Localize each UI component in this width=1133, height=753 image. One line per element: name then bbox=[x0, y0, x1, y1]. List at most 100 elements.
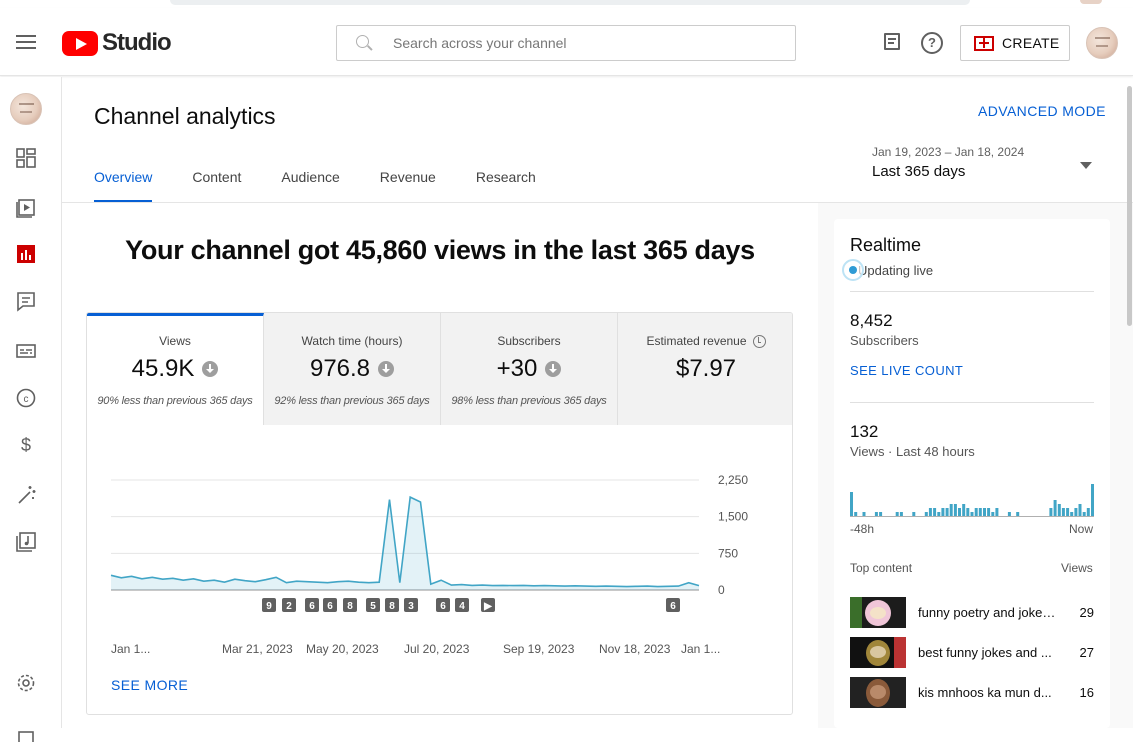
down-icon bbox=[202, 361, 219, 377]
search-input[interactable] bbox=[393, 35, 773, 51]
realtime-bar bbox=[966, 508, 970, 516]
realtime-divider bbox=[850, 402, 1094, 403]
menu-icon[interactable] bbox=[16, 35, 36, 49]
top-content-label: Top content bbox=[850, 561, 913, 575]
metric-revenue[interactable]: Estimated revenue $7.97 bbox=[618, 313, 792, 425]
video-thumbnail bbox=[850, 596, 906, 628]
video-marker-label: 2 bbox=[286, 601, 292, 612]
tab-revenue[interactable]: Revenue bbox=[379, 169, 436, 185]
realtime-bar bbox=[933, 508, 937, 516]
tab-audience[interactable]: Audience bbox=[281, 169, 340, 185]
metric-label: Subscribers bbox=[497, 334, 561, 348]
video-title: kis mnhoos ka mun d... bbox=[918, 684, 1052, 700]
realtime-bar bbox=[958, 508, 961, 516]
dashboard-icon[interactable] bbox=[0, 136, 52, 180]
content-icon[interactable] bbox=[0, 185, 52, 229]
dropdown-arrow-icon bbox=[1080, 162, 1092, 169]
realtime-bar bbox=[995, 508, 999, 516]
top-header: Studio ? CREATE bbox=[0, 8, 1133, 76]
realtime-divider bbox=[850, 291, 1094, 292]
create-video-icon bbox=[974, 35, 994, 51]
video-marker-label: 9 bbox=[266, 601, 272, 612]
metric-subscribers[interactable]: Subscribers +30 98% less than previous 3… bbox=[441, 313, 618, 425]
video-marker bbox=[385, 598, 399, 612]
analytics-tabs: Overview Content Audience Revenue Resear… bbox=[94, 157, 576, 203]
tab-content[interactable]: Content bbox=[192, 169, 242, 185]
metric-compare: 90% less than previous 365 days bbox=[97, 395, 253, 407]
account-avatar[interactable] bbox=[1086, 27, 1118, 59]
realtime-bar bbox=[874, 512, 878, 516]
see-live-count-link[interactable]: SEE LIVE COUNT bbox=[850, 363, 964, 378]
top-content-row[interactable]: kis mnhoos ka mun d... 16 bbox=[850, 676, 1094, 708]
y-tick-label: 1,500 bbox=[718, 510, 748, 524]
metric-label: Views bbox=[159, 334, 191, 348]
video-marker-label: 8 bbox=[347, 601, 353, 612]
down-icon bbox=[545, 361, 562, 377]
realtime-bar bbox=[962, 504, 966, 516]
video-marker bbox=[455, 598, 469, 612]
audio-library-icon[interactable] bbox=[0, 520, 52, 564]
search-box[interactable] bbox=[336, 25, 796, 61]
realtime-bar bbox=[978, 508, 982, 516]
realtime-bar bbox=[1082, 512, 1086, 516]
video-marker bbox=[666, 598, 680, 612]
y-tick-label: 750 bbox=[718, 546, 738, 560]
video-marker bbox=[436, 598, 450, 612]
realtime-bar bbox=[1053, 500, 1057, 516]
metric-label: Estimated revenue bbox=[646, 334, 747, 348]
realtime-bar-chart[interactable] bbox=[850, 471, 1094, 517]
realtime-axis-end: Now bbox=[1069, 522, 1094, 536]
analytics-icon[interactable] bbox=[0, 232, 52, 276]
feedback-nav-icon[interactable] bbox=[0, 709, 52, 753]
video-marker-label: 8 bbox=[389, 601, 395, 612]
comments-icon[interactable] bbox=[0, 279, 52, 323]
earn-icon[interactable]: $ bbox=[0, 423, 52, 467]
metric-views[interactable]: Views 45.9K 90% less than previous 365 d… bbox=[87, 313, 264, 425]
realtime-bar bbox=[899, 512, 903, 516]
info-icon[interactable] bbox=[752, 335, 766, 349]
advanced-mode-link[interactable]: ADVANCED MODE bbox=[978, 103, 1106, 119]
realtime-bar bbox=[1070, 512, 1074, 516]
top-content-row[interactable]: funny poetry and jokes... 29 bbox=[850, 596, 1094, 628]
realtime-bar bbox=[937, 512, 941, 516]
settings-icon[interactable] bbox=[0, 661, 52, 705]
subtitles-icon[interactable] bbox=[0, 329, 52, 373]
metric-value: $7.97 bbox=[675, 355, 737, 383]
page-scrollbar[interactable] bbox=[1127, 86, 1132, 326]
video-marker bbox=[343, 598, 357, 612]
date-range-picker[interactable]: Jan 19, 2023 – Jan 18, 2024 Last 365 day… bbox=[872, 145, 1102, 189]
realtime-bar bbox=[991, 512, 995, 516]
feedback-icon[interactable] bbox=[882, 32, 904, 54]
video-marker bbox=[282, 598, 296, 612]
video-marker bbox=[323, 598, 337, 612]
realtime-bar bbox=[850, 492, 853, 516]
subscriber-count: 8,452 bbox=[850, 311, 893, 330]
top-content-row[interactable]: best funny jokes and ... 27 bbox=[850, 636, 1094, 668]
video-marker-label: 3 bbox=[408, 601, 414, 612]
copyright-icon[interactable]: c bbox=[0, 376, 52, 420]
realtime-bar bbox=[983, 508, 986, 516]
search-icon[interactable] bbox=[354, 33, 374, 53]
help-icon[interactable]: ? bbox=[921, 32, 943, 54]
tab-research[interactable]: Research bbox=[475, 169, 536, 185]
create-button[interactable]: CREATE bbox=[960, 25, 1070, 61]
realtime-bar bbox=[895, 512, 899, 516]
customization-icon[interactable] bbox=[0, 473, 52, 517]
x-tick-label: Mar 21, 2023 bbox=[222, 642, 293, 656]
top-views-label: Views bbox=[1061, 561, 1093, 575]
create-label: CREATE bbox=[1002, 35, 1060, 51]
tab-overview[interactable]: Overview bbox=[94, 157, 153, 203]
studio-logo[interactable]: Studio bbox=[62, 29, 172, 57]
date-range-label: Last 365 days bbox=[872, 163, 966, 180]
video-marker bbox=[305, 598, 319, 612]
see-more-link[interactable]: SEE MORE bbox=[111, 677, 189, 693]
metric-watch-time[interactable]: Watch time (hours) 976.8 92% less than p… bbox=[264, 313, 441, 425]
realtime-status: Updating live bbox=[842, 259, 933, 281]
realtime-bar bbox=[987, 508, 991, 516]
views-line-chart[interactable]: 2,250 1,500 750 0 9 2 6 6 8 5 8 3 6 4 ▶ 6 Jan 1... Mar 21… bbox=[87, 425, 793, 665]
realtime-bar bbox=[924, 512, 928, 516]
views-line bbox=[110, 495, 700, 588]
channel-avatar[interactable] bbox=[10, 93, 42, 125]
realtime-title: Realtime bbox=[850, 235, 922, 255]
overview-chart-card: Views 45.9K 90% less than previous 365 d… bbox=[86, 312, 793, 715]
